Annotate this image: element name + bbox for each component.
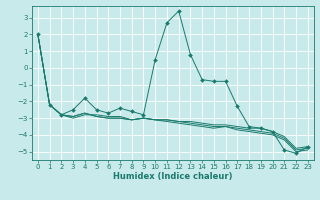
X-axis label: Humidex (Indice chaleur): Humidex (Indice chaleur) xyxy=(113,172,233,181)
